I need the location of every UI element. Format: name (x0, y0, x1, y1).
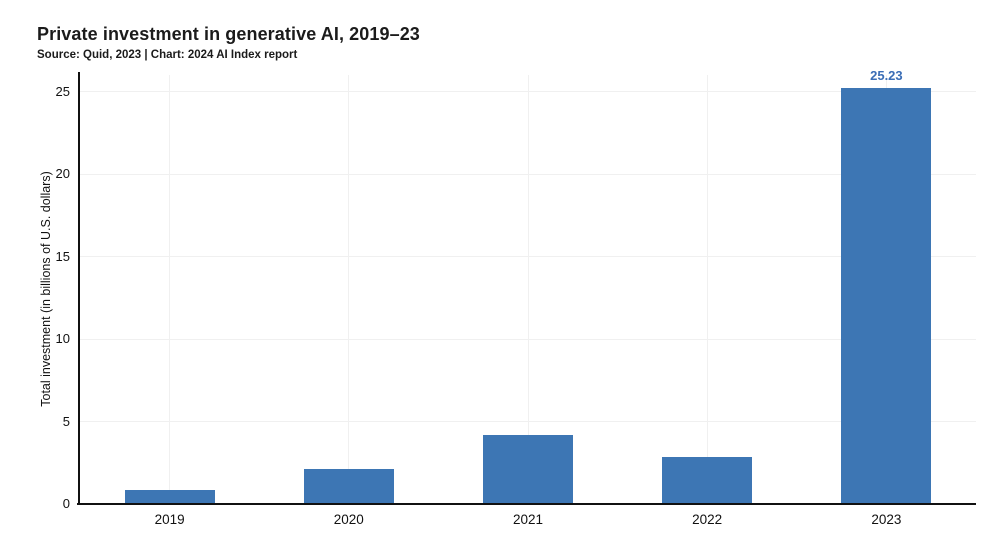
y-axis-line (78, 72, 80, 504)
gridline-vertical (706, 75, 708, 504)
y-tick-label: 0 (62, 496, 70, 511)
bar-2019 (124, 489, 215, 504)
bar-2020 (303, 469, 394, 504)
bar-2023 (841, 87, 932, 504)
y-tick-label: 15 (55, 248, 70, 264)
gridline-vertical (527, 75, 529, 504)
y-tick-label: 25 (55, 83, 70, 99)
chart-subtitle: Source: Quid, 2023 | Chart: 2024 AI Inde… (37, 49, 298, 61)
y-tick-label: 20 (55, 166, 70, 181)
x-tick-label-2021: 2021 (512, 512, 544, 527)
x-tick-label-2020: 2020 (333, 512, 364, 527)
bar-value-label-2023: 25.23 (870, 67, 903, 83)
y-tick-label: 5 (62, 413, 70, 429)
bar-2021 (483, 434, 573, 504)
gridline-vertical (169, 75, 171, 504)
plot-area: 25.23 (77, 68, 976, 505)
y-tick-label: 10 (55, 331, 70, 346)
y-axis-title: Total investment (in billions of U.S. do… (39, 171, 53, 407)
x-tick-label-2019: 2019 (154, 512, 185, 527)
chart-title: Private investment in generative AI, 201… (37, 24, 420, 44)
gridline-vertical (348, 75, 350, 504)
x-axis-line (77, 502, 976, 505)
x-tick-label-2023: 2023 (871, 512, 902, 527)
x-tick-label-2022: 2022 (692, 512, 723, 527)
bar-2022 (662, 456, 753, 504)
